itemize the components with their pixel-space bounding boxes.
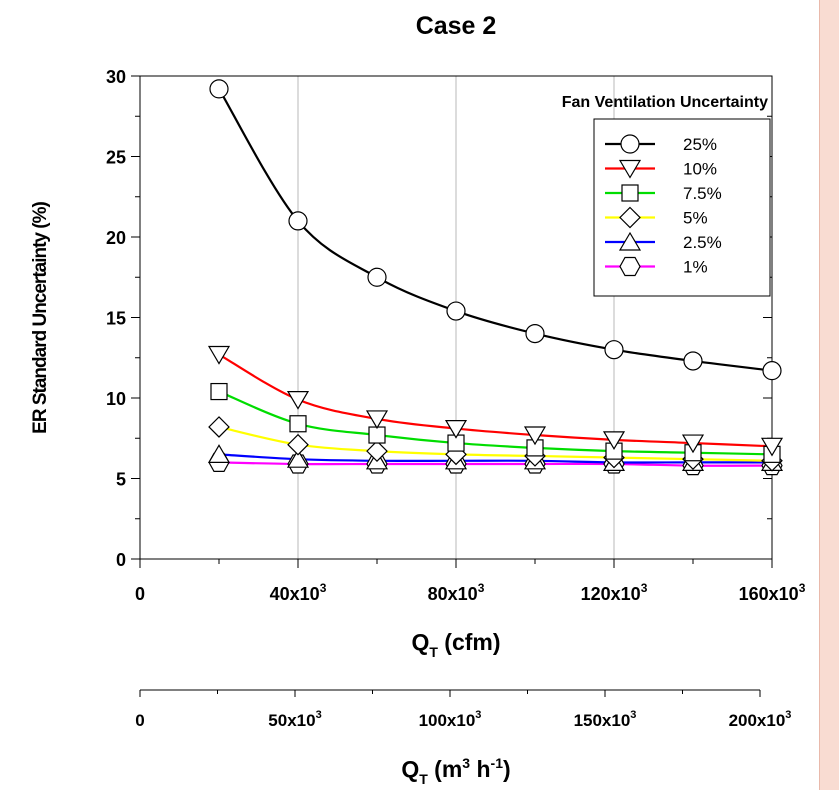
data-point — [289, 415, 307, 433]
data-point — [760, 437, 784, 457]
secondary-tick-label: 50x103 — [268, 709, 321, 730]
secondary-x-axis: 0 50x103 100x103 150x103 200x103 — [135, 689, 792, 730]
legend-label: 5% — [683, 209, 708, 228]
x-axis: 0 40x103 80x103 120x103 160x103 — [135, 559, 806, 604]
secondary-tick-label: 100x103 — [419, 709, 482, 730]
y-axis: 0 5 10 15 20 25 30 — [106, 67, 772, 570]
data-point — [287, 433, 309, 456]
secondary-tick-label: 150x103 — [574, 709, 637, 730]
data-point — [208, 416, 230, 438]
x-tick-label: 40x103 — [270, 581, 327, 604]
data-point — [207, 444, 231, 463]
legend-marker — [618, 159, 642, 179]
y-tick-label: 10 — [106, 389, 126, 409]
legend-label: 10% — [683, 160, 717, 179]
side-border-line — [819, 0, 820, 790]
secondary-tick-label: 200x103 — [729, 709, 792, 730]
data-point — [525, 324, 545, 344]
legend-marker — [619, 256, 641, 277]
legend-label: 2.5% — [683, 233, 722, 252]
data-point — [604, 340, 624, 360]
y-tick-label: 5 — [116, 470, 126, 490]
side-decoration-strip — [820, 0, 839, 790]
data-point — [367, 267, 387, 287]
data-point — [523, 426, 547, 446]
legend-marker — [621, 184, 639, 202]
x-tick-label: 0 — [135, 584, 145, 604]
x-tick-label: 160x103 — [739, 581, 806, 604]
x-axis-label: QT (cfm) — [411, 629, 500, 660]
data-point — [446, 301, 466, 321]
legend-marker — [619, 206, 641, 229]
y-tick-label: 20 — [106, 228, 126, 248]
data-point — [444, 419, 468, 439]
series-layer — [207, 79, 784, 476]
legend-title: Fan Ventilation Uncertainty — [562, 94, 768, 111]
legend-label: 7.5% — [683, 184, 722, 203]
data-point — [368, 426, 386, 444]
data-point — [207, 345, 231, 365]
y-tick-label: 30 — [106, 67, 126, 87]
data-point — [681, 434, 705, 454]
y-tick-label: 15 — [106, 309, 126, 329]
data-point — [286, 448, 310, 468]
data-point — [683, 351, 703, 371]
legend-marker — [618, 231, 642, 251]
data-point — [366, 440, 388, 462]
legend: 25% 10% 7.5% 5% 2.5% 1% — [593, 118, 771, 297]
data-point — [288, 211, 308, 231]
legend-label: 1% — [683, 258, 708, 277]
legend-box — [593, 118, 771, 297]
legend-marker — [620, 134, 640, 154]
data-point — [210, 382, 228, 401]
legend-label: 25% — [683, 135, 717, 154]
data-point — [286, 391, 310, 410]
data-point — [602, 431, 626, 451]
chart-title: Case 2 — [416, 12, 497, 40]
x-tick-label: 120x103 — [581, 581, 648, 604]
y-tick-label: 0 — [116, 550, 126, 570]
secondary-tick-label: 0 — [135, 711, 144, 730]
secondary-x-axis-label: QT (m3 h-1) — [401, 755, 510, 787]
y-tick-label: 25 — [106, 148, 126, 168]
data-point — [365, 410, 389, 430]
data-point — [209, 79, 229, 99]
data-point — [762, 361, 782, 381]
x-tick-label: 80x103 — [428, 581, 485, 604]
y-axis-label: ER Standard Uncertainty (%) — [30, 202, 51, 434]
